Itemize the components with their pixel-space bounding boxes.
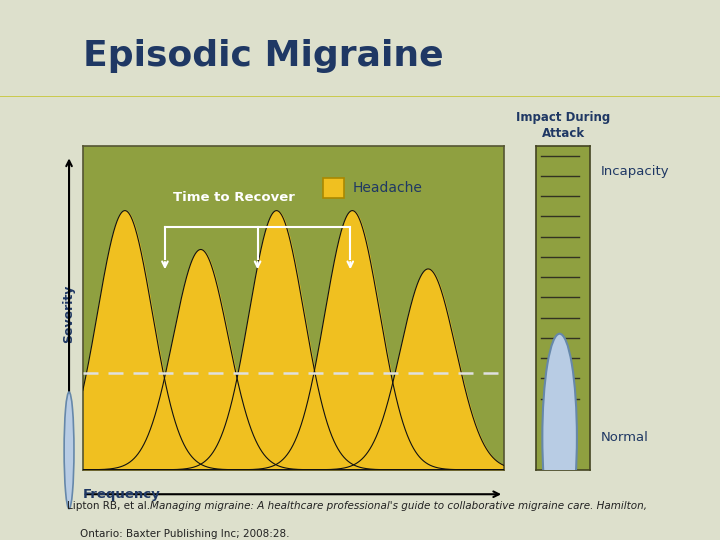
Text: Incapacity: Incapacity <box>601 165 670 178</box>
Text: Managing migraine: A healthcare professional's guide to collaborative migraine c: Managing migraine: A healthcare professi… <box>150 501 647 511</box>
Circle shape <box>542 334 577 540</box>
Text: Frequency: Frequency <box>83 488 161 501</box>
Text: Attack: Attack <box>542 127 585 140</box>
Text: Ontario: Baxter Publishing Inc; 2008:28.: Ontario: Baxter Publishing Inc; 2008:28. <box>67 529 289 539</box>
Bar <box>323 178 344 198</box>
Text: Impact During: Impact During <box>516 111 611 124</box>
Text: Severity: Severity <box>63 285 76 343</box>
Text: Headache: Headache <box>352 181 422 195</box>
Circle shape <box>64 392 74 509</box>
Text: Episodic Migraine: Episodic Migraine <box>83 39 444 73</box>
Text: Lipton RB, et al.: Lipton RB, et al. <box>67 501 153 511</box>
Text: Normal: Normal <box>601 431 649 444</box>
Text: Time to Recover: Time to Recover <box>174 191 295 204</box>
